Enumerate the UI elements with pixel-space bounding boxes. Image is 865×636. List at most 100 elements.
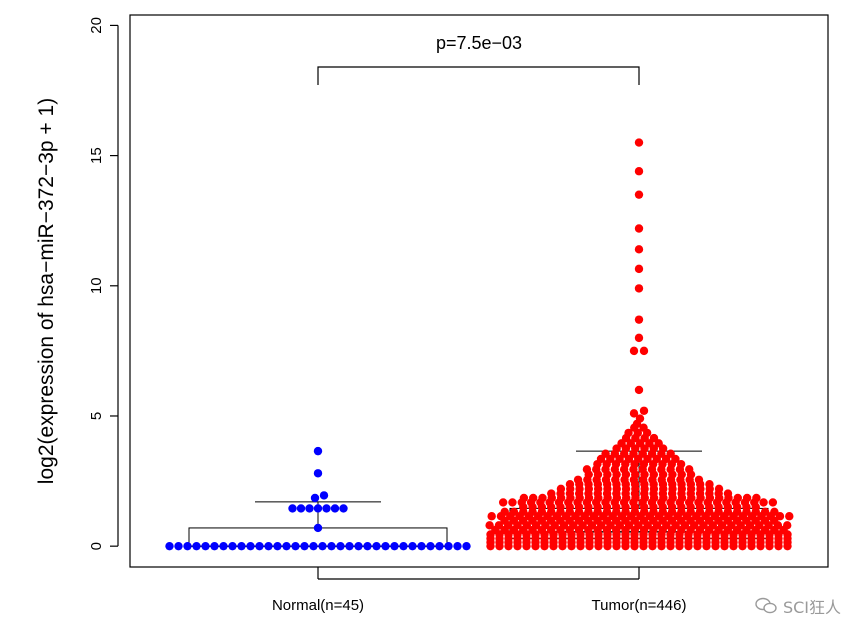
data-point xyxy=(255,541,264,551)
x-tick-label: Tumor(n=446) xyxy=(592,597,687,614)
bracket-line xyxy=(317,66,640,85)
data-point xyxy=(676,459,686,469)
data-point xyxy=(498,498,508,507)
data-point xyxy=(313,446,323,456)
data-point xyxy=(305,504,314,513)
data-points xyxy=(165,138,794,551)
data-point xyxy=(210,541,219,551)
data-point xyxy=(485,521,494,530)
data-point xyxy=(538,493,547,503)
data-point xyxy=(582,465,592,474)
data-point xyxy=(363,541,372,551)
y-tick-label: 20 xyxy=(88,17,105,34)
data-point xyxy=(624,428,633,438)
data-point xyxy=(759,498,768,507)
x-tick-label: Normal(n=45) xyxy=(272,597,364,614)
data-point xyxy=(629,346,639,356)
data-point xyxy=(345,541,354,551)
data-point xyxy=(742,493,752,503)
data-point xyxy=(417,541,426,551)
data-point xyxy=(313,469,323,478)
data-point xyxy=(601,449,610,458)
data-point xyxy=(634,245,644,254)
data-point xyxy=(291,541,300,551)
data-point xyxy=(634,315,644,324)
data-point xyxy=(705,480,714,489)
data-point xyxy=(685,465,694,474)
data-point xyxy=(435,541,444,551)
data-point xyxy=(634,284,644,293)
data-point xyxy=(288,504,297,513)
data-point xyxy=(528,493,538,503)
data-point xyxy=(632,419,642,428)
data-point xyxy=(775,512,785,521)
data-point xyxy=(487,512,496,521)
data-point xyxy=(313,504,323,513)
data-point xyxy=(634,264,644,274)
data-point xyxy=(547,489,556,498)
data-point xyxy=(573,475,583,484)
data-point xyxy=(322,504,331,513)
data-point xyxy=(192,541,201,551)
data-point xyxy=(733,493,742,503)
data-point xyxy=(174,541,183,551)
data-point xyxy=(649,433,659,443)
data-point xyxy=(354,541,363,551)
data-point xyxy=(339,504,348,513)
data-point xyxy=(634,190,644,199)
data-point xyxy=(318,541,327,551)
data-point xyxy=(426,541,435,551)
data-point xyxy=(264,541,273,551)
y-tick-label: 15 xyxy=(88,147,105,164)
data-point xyxy=(565,480,575,489)
data-point xyxy=(752,493,761,503)
data-point xyxy=(310,493,320,503)
data-point xyxy=(219,541,228,551)
data-point xyxy=(556,484,566,494)
data-point xyxy=(666,449,675,458)
data-point xyxy=(714,484,724,494)
data-point xyxy=(634,333,644,343)
data-point xyxy=(768,498,778,507)
data-point xyxy=(246,541,255,551)
data-point xyxy=(309,541,318,551)
data-point xyxy=(390,541,399,551)
data-point xyxy=(165,541,174,551)
y-tick-label: 0 xyxy=(88,542,105,550)
data-point xyxy=(282,541,291,551)
data-point xyxy=(201,541,210,551)
watermark: SCI狂人 xyxy=(755,594,841,618)
data-point xyxy=(494,521,504,530)
data-point xyxy=(462,541,471,551)
data-point xyxy=(634,138,644,147)
data-point xyxy=(327,541,336,551)
data-point xyxy=(760,507,770,516)
y-tick-label: 10 xyxy=(88,277,105,294)
data-point xyxy=(183,541,192,551)
x-axis: Normal(n=45) Tumor(n=446) xyxy=(272,567,687,614)
data-point xyxy=(444,541,453,551)
data-point xyxy=(313,523,323,533)
data-point xyxy=(399,541,408,551)
data-point xyxy=(237,541,246,551)
data-point xyxy=(634,224,644,233)
data-point xyxy=(228,541,237,551)
data-point xyxy=(634,385,644,395)
data-point xyxy=(336,541,345,551)
data-point xyxy=(634,167,644,176)
y-axis-label: log2(expression of hsa−miR−372−3p + 1) xyxy=(35,98,58,484)
data-point xyxy=(629,409,639,418)
data-point xyxy=(723,489,733,498)
wechat-icon xyxy=(755,597,777,614)
data-point xyxy=(783,521,792,530)
significance-bracket: p=7.5e−03 xyxy=(317,33,640,85)
data-point xyxy=(381,541,390,551)
data-point xyxy=(453,541,462,551)
data-point xyxy=(639,423,648,432)
y-tick-label: 5 xyxy=(88,412,105,420)
data-point xyxy=(770,507,779,516)
data-point xyxy=(785,512,794,521)
data-point xyxy=(639,346,649,356)
data-point xyxy=(519,493,529,503)
